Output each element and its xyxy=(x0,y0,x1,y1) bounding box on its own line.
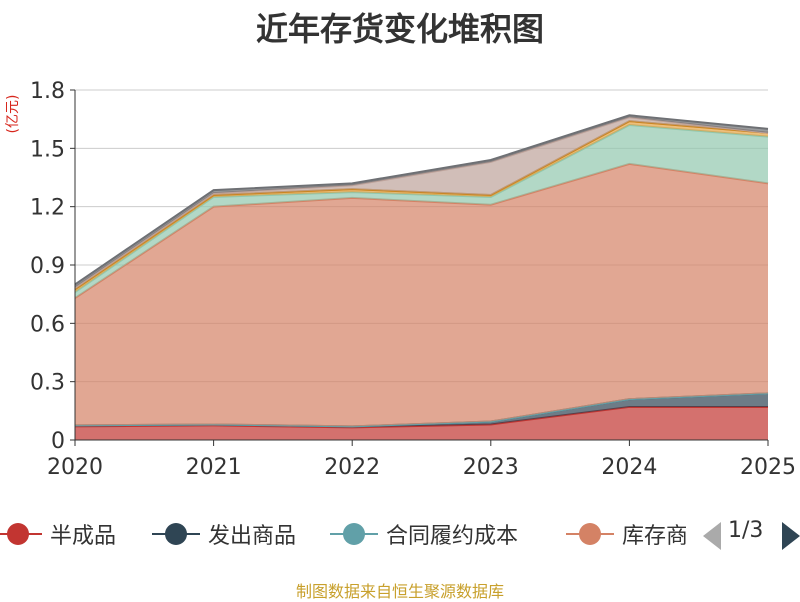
legend-prev-page-icon[interactable] xyxy=(703,522,721,550)
y-tick-label: 0 xyxy=(51,429,65,454)
legend-marker-icon xyxy=(330,522,378,546)
y-tick-label: 1.8 xyxy=(30,79,65,104)
x-tick-label: 2024 xyxy=(601,455,657,480)
legend-label: 发出商品 xyxy=(208,524,297,549)
y-tick-label: 1.2 xyxy=(30,196,65,221)
y-tick-label: 0.6 xyxy=(30,312,65,337)
line-series-3 xyxy=(74,162,769,299)
legend-next-page-icon[interactable] xyxy=(782,522,800,550)
y-tick-label: 1.5 xyxy=(30,137,65,162)
line-series-8 xyxy=(74,114,769,286)
y-tick-label: 0.3 xyxy=(30,371,65,396)
legend-label: 合同履约成本 xyxy=(386,524,519,549)
x-tick-label: 2020 xyxy=(47,455,103,480)
legend-marker-icon xyxy=(152,522,200,546)
legend-page-indicator: 1/3 xyxy=(728,518,764,543)
data-source-note: 制图数据来自恒生聚源数据库 xyxy=(295,582,504,601)
area-series-0 xyxy=(75,406,768,440)
legend-label: 库存商品 xyxy=(622,524,686,549)
y-tick-label: 0.9 xyxy=(30,254,65,279)
legend-marker-icon xyxy=(566,522,614,546)
x-tick-label: 2023 xyxy=(463,455,519,480)
area-series-4 xyxy=(75,125,768,299)
legend-item[interactable]: 发出商品 xyxy=(152,514,320,554)
legend-item[interactable]: 库存商品 xyxy=(566,514,686,554)
legend-label: 半成品 xyxy=(50,524,117,549)
chart-title: 近年存货变化堆积图 xyxy=(255,10,544,48)
legend-marker-icon xyxy=(0,522,42,546)
area-series-3 xyxy=(75,163,768,427)
legend-item[interactable]: 半成品 xyxy=(0,514,134,554)
x-tick-label: 2025 xyxy=(740,455,796,480)
x-tick-label: 2022 xyxy=(324,455,380,480)
legend-item[interactable]: 合同履约成本 xyxy=(330,514,556,554)
chart-legend: 半成品 发出商品 合同履约成本 库存商品 xyxy=(0,514,800,554)
x-tick-label: 2021 xyxy=(186,455,242,480)
